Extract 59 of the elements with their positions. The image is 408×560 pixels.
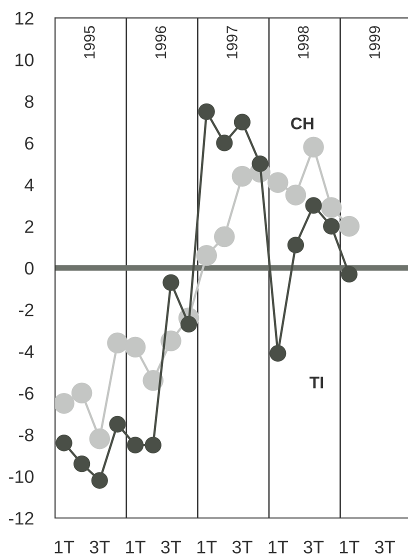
y-tick-label: 12 bbox=[16, 12, 34, 24]
point bbox=[305, 197, 322, 214]
series-label: CH bbox=[291, 118, 314, 130]
point bbox=[124, 336, 146, 358]
point bbox=[320, 197, 342, 218]
y-tick-label: -8 bbox=[18, 428, 34, 442]
point bbox=[109, 416, 126, 433]
point bbox=[323, 218, 340, 235]
point bbox=[89, 428, 110, 450]
point bbox=[285, 184, 306, 206]
x-tick-label: 3T bbox=[374, 540, 395, 554]
point bbox=[126, 436, 144, 454]
point bbox=[71, 382, 92, 404]
annotation: 1997 bbox=[226, 26, 238, 58]
annotation: 1996 bbox=[155, 26, 166, 58]
x-tick-label: 1T bbox=[268, 540, 288, 554]
point bbox=[340, 266, 358, 283]
point bbox=[162, 274, 180, 291]
y-tick-label: 6 bbox=[25, 136, 34, 150]
point bbox=[107, 332, 128, 354]
point bbox=[180, 316, 198, 333]
point bbox=[56, 434, 72, 452]
point bbox=[252, 155, 268, 172]
x-tick-label: 3T bbox=[90, 540, 110, 554]
annotation: 1998 bbox=[298, 26, 309, 58]
x-tick-label: 3T bbox=[161, 540, 182, 554]
point bbox=[198, 103, 215, 120]
x-tick-label: 3T bbox=[232, 540, 252, 554]
y-tick-label: -4 bbox=[18, 345, 34, 358]
point bbox=[73, 455, 90, 472]
point bbox=[287, 236, 304, 254]
annotation: 1995 bbox=[84, 26, 95, 58]
annotation: 1999 bbox=[369, 26, 380, 58]
x-tick-label: 3T bbox=[304, 540, 324, 554]
y-tick-label: -6 bbox=[18, 386, 34, 400]
point bbox=[270, 345, 286, 362]
series-label: TI bbox=[310, 376, 324, 388]
point bbox=[216, 134, 233, 152]
point bbox=[303, 136, 324, 158]
point bbox=[232, 166, 253, 187]
y-tick-label: -12 bbox=[8, 512, 34, 525]
point bbox=[214, 226, 235, 248]
y-tick-label: 0 bbox=[24, 262, 34, 275]
point bbox=[91, 472, 108, 489]
x-tick-label: 1T bbox=[54, 540, 74, 554]
y-tick-label: 2 bbox=[25, 220, 34, 233]
y-tick-label: -10 bbox=[8, 470, 34, 484]
point bbox=[338, 216, 360, 237]
point bbox=[196, 245, 218, 266]
y-tick-label: -2 bbox=[18, 304, 34, 316]
x-tick-label: 1T bbox=[197, 540, 217, 554]
y-tick-label: 8 bbox=[24, 95, 34, 108]
point bbox=[234, 114, 251, 130]
x-tick-label: 1T bbox=[340, 540, 360, 554]
point bbox=[144, 436, 162, 454]
y-tick-label: 10 bbox=[16, 54, 34, 66]
y-tick-label: 4 bbox=[24, 178, 34, 192]
point bbox=[267, 172, 288, 193]
x-tick-label: 1T bbox=[126, 540, 146, 554]
